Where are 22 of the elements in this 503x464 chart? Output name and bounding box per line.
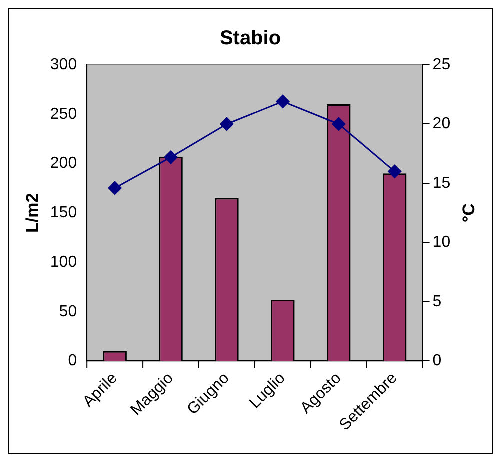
y-tick-label: 200 — [50, 155, 78, 172]
y-tick-label: 50 — [59, 303, 78, 320]
y-tick-label: 300 — [50, 56, 78, 74]
chart-title: Stabio — [220, 28, 282, 50]
y-tick-label: 100 — [50, 254, 78, 271]
y2-tick-label: 15 — [432, 174, 451, 192]
y2-tick-label: 10 — [432, 234, 451, 252]
point — [220, 117, 234, 131]
y2-tick-label: 20 — [432, 116, 451, 133]
y-axis-title: L/m2 — [22, 193, 42, 233]
y2-tick-label: 5 — [432, 293, 442, 310]
y-tick-label: 150 — [50, 204, 78, 222]
point — [108, 181, 122, 195]
y-tick-label: 250 — [50, 106, 78, 123]
point — [388, 164, 402, 178]
y2-tick-label: 25 — [432, 56, 451, 74]
point — [164, 150, 178, 164]
y2-tick-label: 0 — [432, 352, 442, 370]
y2-axis-title: °C — [460, 204, 479, 223]
point — [276, 94, 290, 108]
point — [332, 117, 346, 131]
y-tick-label: 0 — [68, 352, 78, 370]
